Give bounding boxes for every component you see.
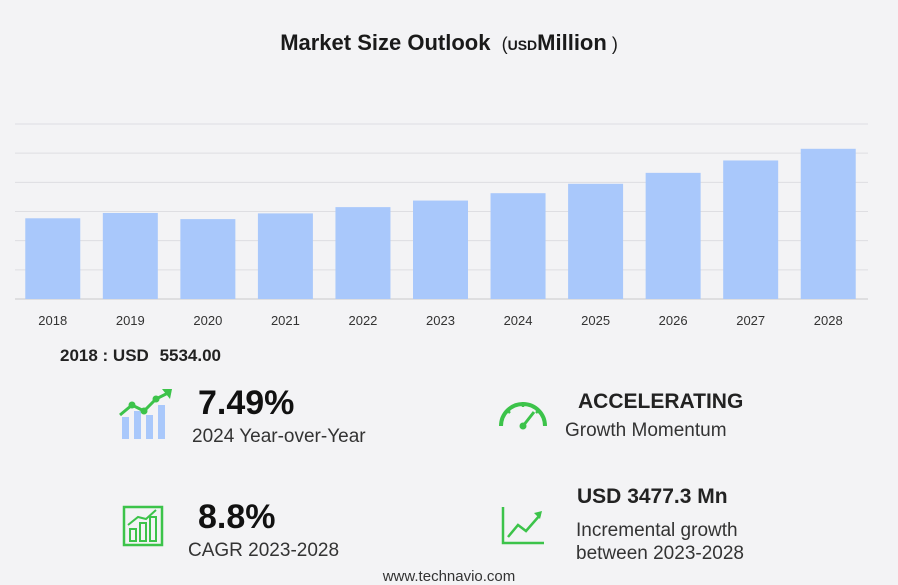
chart-title: Market Size Outlook (USDMillion ) <box>0 30 898 56</box>
bar-2022 <box>335 207 391 299</box>
x-tick-label: 2020 <box>193 313 222 328</box>
base-year-value: 2018 : USD 5534.00 <box>60 346 221 366</box>
unit-prefix: USD <box>507 37 538 53</box>
unit-suffix: Million <box>537 30 607 55</box>
bar-2024 <box>490 193 546 299</box>
x-tick-label: 2028 <box>814 313 843 328</box>
x-tick-label: 2025 <box>581 313 610 328</box>
x-tick-label: 2022 <box>348 313 377 328</box>
unit-label: (USDMillion ) <box>496 30 618 55</box>
incremental-value: USD 3477.3 Mn <box>577 485 728 509</box>
x-tick-label: 2019 <box>116 313 145 328</box>
speedometer-icon <box>499 402 547 430</box>
yoy-value: 7.49% <box>198 384 295 422</box>
base-year-label: 2018 : USD <box>60 346 149 365</box>
incremental-label-line2: between 2023-2028 <box>576 543 744 564</box>
bar-2026 <box>645 172 701 299</box>
bar-2025 <box>568 183 624 299</box>
bar-2027 <box>723 160 779 299</box>
x-tick-label: 2027 <box>736 313 765 328</box>
cagr-label: CAGR 2023-2028 <box>188 540 340 561</box>
cagr-value: 8.8% <box>198 498 276 536</box>
bar-2028 <box>800 148 856 299</box>
growth-chart-icon <box>119 389 172 439</box>
bar-chart: 2018 2019 2020 2021 2022 2023 2024 2025 2026 2027… <box>15 123 868 328</box>
x-tick-label: 2026 <box>659 313 688 328</box>
bar-2019 <box>102 212 158 299</box>
bar-2021 <box>257 213 313 299</box>
base-year-amount: 5534.00 <box>159 346 222 365</box>
incremental-label: Incremental growth between 2023-2028 <box>576 519 744 565</box>
x-tick-label: 2018 <box>38 313 67 328</box>
bar-growth-icon <box>122 505 164 547</box>
bar-2018 <box>25 218 81 299</box>
incremental-amount: 3477.3 Mn <box>627 485 728 508</box>
x-tick-label: 2023 <box>426 313 455 328</box>
bar-2020 <box>180 219 236 299</box>
incremental-prefix: USD <box>577 485 622 508</box>
source-url: www.technavio.com <box>382 568 516 585</box>
trend-line-icon <box>501 507 544 545</box>
momentum-label: Growth Momentum <box>565 420 727 441</box>
title-text: Market Size Outlook <box>280 30 491 55</box>
momentum-value: ACCELERATING <box>578 390 744 413</box>
x-tick-label: 2024 <box>504 313 533 328</box>
yoy-label: 2024 Year-over-Year <box>192 426 366 447</box>
x-tick-label: 2021 <box>271 313 300 328</box>
incremental-label-line1: Incremental growth <box>576 520 738 541</box>
bar-2023 <box>413 200 468 299</box>
